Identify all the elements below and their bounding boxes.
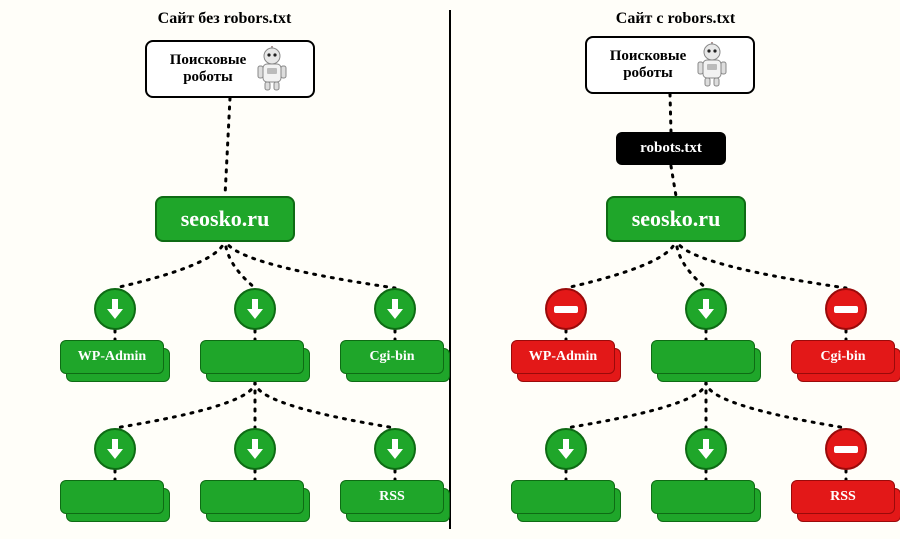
node-box: Cgi-bin	[791, 340, 900, 382]
arrow-down-icon	[385, 437, 405, 461]
node-box: WP-Admin	[511, 340, 621, 382]
node-box: WP-Admin	[60, 340, 170, 382]
arrow-down-icon	[105, 297, 125, 321]
arrow-down-icon	[696, 297, 716, 321]
robot-icon	[694, 42, 730, 88]
panel-with-robots: Сайт с robors.txt Поисковыероботы robots…	[451, 0, 900, 539]
panel-title: Сайт без robors.txt	[0, 10, 449, 28]
stop-icon	[834, 306, 858, 313]
panel-title: Сайт с robors.txt	[451, 10, 900, 28]
robot-label: Поисковыероботы	[610, 48, 687, 83]
node-box	[651, 340, 761, 382]
arrow-down-icon	[245, 297, 265, 321]
robot-box: Поисковыероботы	[145, 40, 315, 98]
stop-icon	[834, 446, 858, 453]
node-box-label	[511, 480, 615, 514]
node-box-label	[60, 480, 164, 514]
allow-circle	[545, 428, 587, 470]
node-box-label: WP-Admin	[511, 340, 615, 374]
node-box	[511, 480, 621, 522]
robots-txt-box: robots.txt	[616, 132, 726, 165]
allow-circle	[234, 428, 276, 470]
arrow-down-icon	[696, 437, 716, 461]
allow-circle	[94, 288, 136, 330]
node-box: RSS	[791, 480, 900, 522]
allow-circle	[234, 288, 276, 330]
node-box-label	[200, 480, 304, 514]
node-box: Cgi-bin	[340, 340, 450, 382]
node-box-label	[651, 480, 755, 514]
site-box: seosko.ru	[606, 196, 746, 242]
arrow-down-icon	[105, 437, 125, 461]
site-box: seosko.ru	[155, 196, 295, 242]
panel-without-robots: Сайт без robors.txt Поисковыероботы seos…	[0, 0, 449, 539]
arrow-down-icon	[385, 297, 405, 321]
allow-circle	[685, 428, 727, 470]
stop-circle	[825, 288, 867, 330]
node-box: RSS	[340, 480, 450, 522]
allow-circle	[374, 428, 416, 470]
node-box-label: WP-Admin	[60, 340, 164, 374]
node-box-label	[200, 340, 304, 374]
allow-circle	[374, 288, 416, 330]
robot-label: Поисковыероботы	[170, 52, 247, 87]
node-box-label: Cgi-bin	[791, 340, 895, 374]
allow-circle	[685, 288, 727, 330]
node-box	[651, 480, 761, 522]
node-box	[60, 480, 170, 522]
node-box	[200, 480, 310, 522]
node-box-label: RSS	[340, 480, 444, 514]
node-box	[200, 340, 310, 382]
node-box-label	[651, 340, 755, 374]
node-box-label: RSS	[791, 480, 895, 514]
stop-icon	[554, 306, 578, 313]
allow-circle	[94, 428, 136, 470]
robot-icon	[254, 46, 290, 92]
node-box-label: Cgi-bin	[340, 340, 444, 374]
robot-box: Поисковыероботы	[585, 36, 755, 94]
arrow-down-icon	[245, 437, 265, 461]
arrow-down-icon	[556, 437, 576, 461]
stop-circle	[825, 428, 867, 470]
stop-circle	[545, 288, 587, 330]
